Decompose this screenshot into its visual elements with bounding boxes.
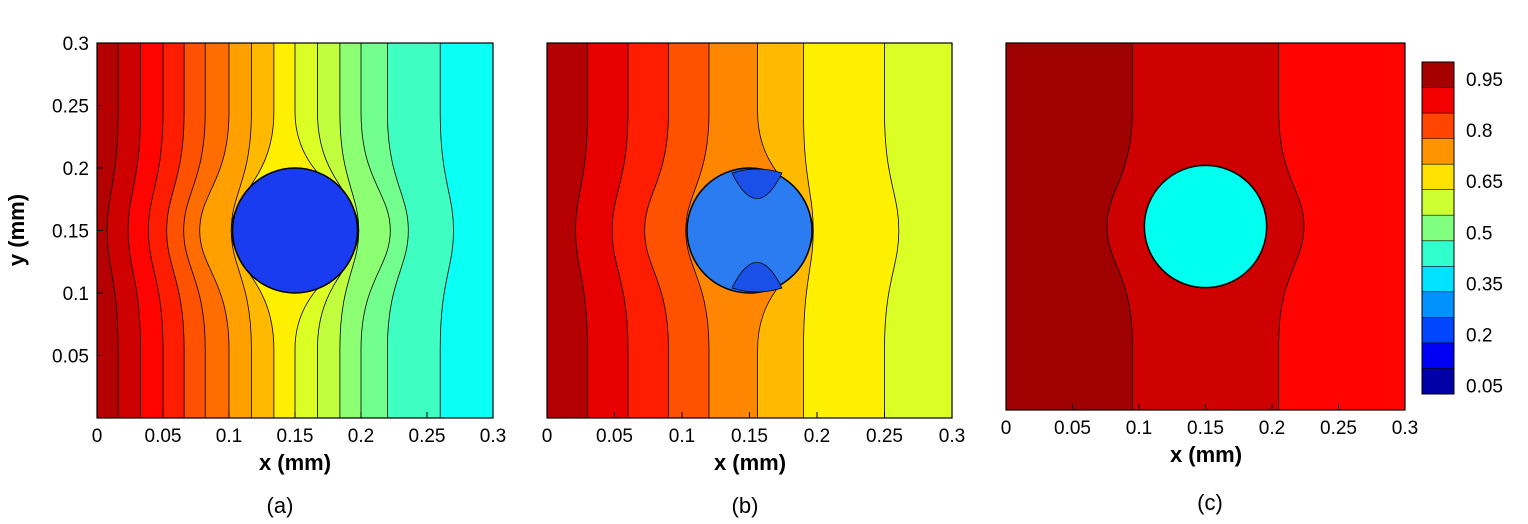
panel-c-contour-line [1106, 43, 1133, 410]
panel-c-x-tick-label: 0.15 [1187, 418, 1224, 439]
panel-b-caption: (b) [732, 493, 759, 518]
panel-c-x-tick-label: 0.25 [1320, 418, 1357, 439]
panel-b-inclusion-lobe-bottom [731, 261, 783, 293]
colorbar-bands [1422, 61, 1454, 395]
panel-a: 0 0.05 0.1 0.15 0.2 0.25 0.3 0.05 0.1 0.15 0.2 0.2… [4, 34, 506, 518]
panel-a-contour-line [183, 43, 206, 418]
panel-c-x-ticks: 0 0.05 0.1 0.15 0.2 0.25 0.3 [1001, 404, 1418, 439]
panel-a-contour-line [166, 43, 185, 418]
colorbar-band [1422, 266, 1454, 293]
colorbar-band [1422, 87, 1454, 114]
panel-b-xlabel: x (mm) [714, 450, 786, 475]
panel-a-x-ticks: 0 0.05 0.1 0.15 0.2 0.25 0.3 [92, 412, 506, 447]
panel-b-contour-line [644, 43, 669, 418]
panel-a-y-tick-label: 0.3 [63, 34, 89, 55]
colorbar-band [1422, 215, 1454, 242]
panel-a-contour-line [230, 43, 275, 418]
panel-a-contour-line [439, 43, 454, 418]
colorbar-label: 0.35 [1466, 274, 1503, 295]
panel-a-y-tick-label: 0.25 [52, 97, 89, 118]
panel-a-band [97, 43, 119, 418]
panel-a-inclusion [231, 167, 359, 294]
colorbar-label: 0.5 [1466, 223, 1492, 244]
colorbar-band [1422, 138, 1454, 165]
panel-b-contour-line [685, 43, 710, 418]
colorbar-band [1422, 189, 1454, 216]
panel-a-y-tick-label: 0.15 [52, 222, 89, 243]
panel-c: 0 0.05 0.1 0.15 0.2 0.25 0.3 x (mm) (c) [1001, 42, 1418, 515]
panel-a-x-tick-label: 0.3 [480, 426, 506, 447]
panel-a-caption: (a) [267, 493, 294, 518]
panel-b-contour-line [884, 43, 900, 418]
panel-b-contour-line [575, 43, 588, 418]
panel-b-x-tick-label: 0 [542, 426, 553, 447]
panel-a-x-tick-label: 0 [92, 426, 103, 447]
panel-c-x-tick-label: 0.3 [1392, 418, 1418, 439]
panel-a-x-tick-label: 0.05 [145, 426, 182, 447]
panel-c-inclusion [1143, 164, 1268, 289]
colorbar-label: 0.95 [1466, 70, 1503, 91]
panel-c-contour-line [1278, 43, 1305, 410]
panel-a-contour-line [106, 43, 119, 418]
panel-a-contour-line [147, 43, 164, 418]
panel-b-contour-bands [547, 43, 952, 418]
colorbar-band [1422, 291, 1454, 318]
panel-c-caption: (c) [1197, 490, 1223, 515]
panel-b-x-tick-label: 0.1 [669, 426, 695, 447]
panel-c-xlabel: x (mm) [1170, 442, 1242, 467]
panel-a-y-tick-label: 0.2 [63, 159, 89, 180]
panel-a-contour-line [127, 43, 141, 418]
panel-a-x-tick-label: 0.1 [216, 426, 242, 447]
panel-b-contour-line [803, 43, 814, 418]
panel-b-inclusion-lobe-top [731, 168, 783, 200]
colorbar-label: 0.8 [1466, 121, 1492, 142]
panel-b-x-tick-label: 0.15 [731, 426, 768, 447]
panel-a-x-tick-label: 0.15 [277, 426, 314, 447]
panel-c-x-tick-label: 0.05 [1054, 418, 1091, 439]
panel-b-x-tick-label: 0.2 [804, 426, 830, 447]
panel-a-x-tick-label: 0.25 [409, 426, 446, 447]
panel-a-contour-line [199, 43, 230, 418]
colorbar-labels: 0.95 0.8 0.65 0.5 0.35 0.2 0.05 [1466, 70, 1503, 397]
panel-b-contour-lines [575, 43, 900, 418]
panel-b-x-tick-label: 0.05 [596, 426, 633, 447]
panel-c-x-tick-label: 0.1 [1126, 418, 1152, 439]
colorbar-band [1422, 164, 1454, 191]
panel-b-x-ticks: 0 0.05 0.1 0.15 0.2 0.25 0.3 [542, 412, 965, 447]
panel-b-band [547, 43, 588, 418]
panel-b-inclusion [686, 167, 813, 294]
colorbar-label: 0.2 [1466, 325, 1492, 346]
colorbar-label: 0.65 [1466, 172, 1503, 193]
panel-b-x-tick-label: 0.3 [939, 426, 965, 447]
panel-a-contour-line [339, 43, 360, 418]
panel-c-x-tick-label: 0 [1001, 418, 1012, 439]
panel-a-contour-lines [106, 43, 454, 418]
panel-b: 0 0.05 0.1 0.15 0.2 0.25 0.3 x (mm) (b) [542, 42, 965, 518]
colorbar-band [1422, 317, 1454, 344]
colorbar: 0.95 0.8 0.65 0.5 0.35 0.2 0.05 [1421, 61, 1503, 397]
colorbar-band [1422, 368, 1454, 395]
colorbar-frame [1421, 61, 1455, 395]
colorbar-band [1422, 62, 1454, 89]
panel-c-contour-lines [1106, 43, 1305, 410]
panel-a-y-ticks: 0.05 0.1 0.15 0.2 0.25 0.3 [52, 34, 103, 368]
panel-a-y-tick-label: 0.05 [52, 347, 89, 368]
panel-c-band [1006, 43, 1133, 410]
panel-a-contour-line [387, 43, 409, 418]
colorbar-band [1422, 113, 1454, 140]
panel-b-contour-line [611, 43, 629, 418]
panel-a-ylabel: y (mm) [4, 194, 29, 266]
panel-a-xlabel: x (mm) [259, 450, 331, 475]
panel-a-y-tick-label: 0.1 [63, 284, 89, 305]
colorbar-label: 0.05 [1466, 376, 1503, 397]
panel-b-x-tick-label: 0.25 [866, 426, 903, 447]
colorbar-band [1422, 240, 1454, 267]
panel-a-x-tick-label: 0.2 [348, 426, 374, 447]
panel-a-contour-line [360, 43, 391, 418]
panel-c-x-tick-label: 0.2 [1259, 418, 1285, 439]
colorbar-band [1422, 342, 1454, 369]
